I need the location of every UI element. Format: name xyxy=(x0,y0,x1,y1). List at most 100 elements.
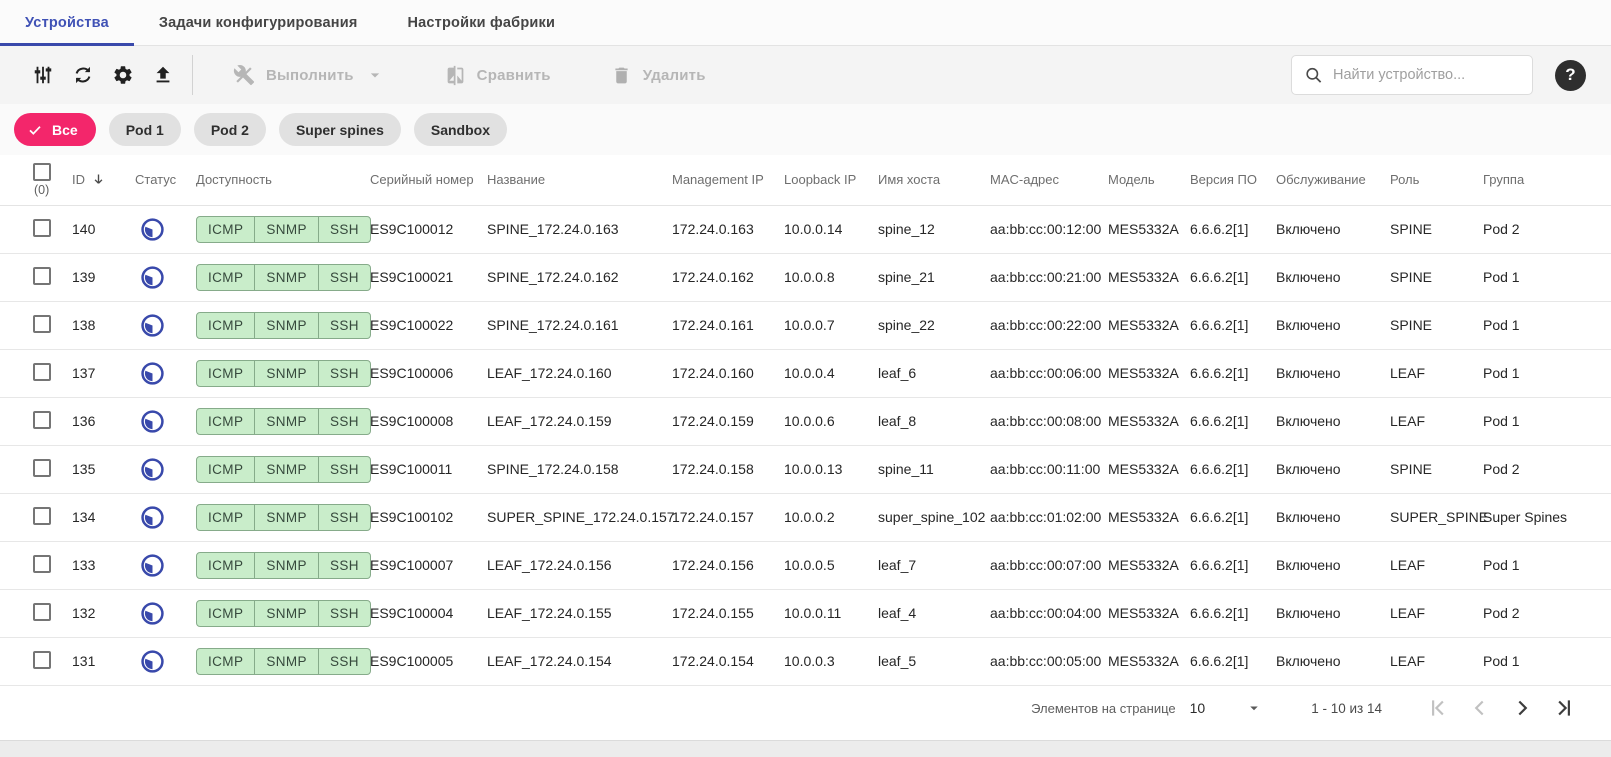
table-row[interactable]: 138 ICMP SNMP SSH ES9C100022 SPINE_172.24.… xyxy=(0,301,1611,350)
tune-filter-button[interactable] xyxy=(24,56,62,94)
row-checkbox[interactable] xyxy=(33,650,51,669)
row-checkbox[interactable] xyxy=(33,218,51,237)
cell-hostname: super_spine_102 xyxy=(878,493,990,542)
row-checkbox[interactable] xyxy=(33,602,51,621)
cell-mac: aa:bb:cc:00:12:00 xyxy=(990,205,1108,254)
cell-loopback-ip: 10.0.0.3 xyxy=(784,637,878,686)
cell-id: 133 xyxy=(72,541,135,590)
cell-role: LEAF xyxy=(1390,589,1483,638)
availability-badge: ICMP xyxy=(197,648,256,674)
cell-loopback-ip: 10.0.0.14 xyxy=(784,205,878,254)
chevron-down-icon xyxy=(1250,706,1258,711)
table-row[interactable]: 137 ICMP SNMP SSH ES9C100006 LEAF_172.24.0… xyxy=(0,349,1611,398)
column-header-loopback-ip[interactable]: Loopback IP xyxy=(784,155,878,206)
chip-all[interactable]: Все xyxy=(14,113,96,146)
items-per-page-select[interactable]: 10 xyxy=(1190,699,1264,717)
column-header-hostname[interactable]: Имя хоста xyxy=(878,155,990,206)
availability-badge: SNMP xyxy=(255,216,319,242)
pagination-bar: Элементов на странице 10 1 - 10 из 14 xyxy=(0,685,1611,731)
table-row[interactable]: 139 ICMP SNMP SSH ES9C100021 SPINE_172.24.… xyxy=(0,253,1611,302)
help-button[interactable]: ? xyxy=(1555,59,1586,91)
cell-id: 140 xyxy=(72,205,135,254)
cell-id: 131 xyxy=(72,637,135,686)
availability-badge: SSH xyxy=(329,509,359,525)
cell-group: Pod 1 xyxy=(1483,637,1611,686)
cell-model: MES5332A xyxy=(1108,301,1190,350)
column-header-management-ip[interactable]: Management IP xyxy=(672,155,784,206)
table-row[interactable]: 132 ICMP SNMP SSH ES9C100004 LEAF_172.24.0… xyxy=(0,589,1611,638)
cell-role: LEAF xyxy=(1390,397,1483,446)
prev-page-button[interactable] xyxy=(1466,695,1493,722)
table-row[interactable]: 134 ICMP SNMP SSH ES9C100102 SUPER_SPINE_1… xyxy=(0,493,1611,542)
cell-hostname: leaf_7 xyxy=(878,541,990,590)
column-header-model[interactable]: Модель xyxy=(1108,155,1190,206)
table-row[interactable]: 131 ICMP SNMP SSH ES9C100005 LEAF_172.24.0… xyxy=(0,637,1611,686)
cell-maintenance: Включено xyxy=(1276,589,1390,638)
column-header-fw-version[interactable]: Версия ПО xyxy=(1190,155,1276,206)
cell-mac: aa:bb:cc:00:08:00 xyxy=(990,397,1108,446)
cell-role: LEAF xyxy=(1390,637,1483,686)
chip-pod-1[interactable]: Pod 1 xyxy=(108,113,181,146)
execute-button[interactable]: Выполнить xyxy=(233,64,385,86)
column-header-mac[interactable]: MAC-адрес xyxy=(990,155,1108,206)
row-checkbox[interactable] xyxy=(33,362,51,381)
cell-fw-version: 6.6.6.2[1] xyxy=(1190,205,1276,254)
search-input[interactable] xyxy=(1333,67,1520,83)
table-row[interactable]: 135 ICMP SNMP SSH ES9C100011 SPINE_172.24.… xyxy=(0,445,1611,494)
cell-model: MES5332A xyxy=(1108,397,1190,446)
chip-pod-2[interactable]: Pod 2 xyxy=(193,113,266,146)
row-checkbox[interactable] xyxy=(33,410,51,429)
column-header-group[interactable]: Группа xyxy=(1483,155,1611,206)
availability-badge: SNMP xyxy=(255,552,319,578)
cell-maintenance: Включено xyxy=(1276,637,1390,686)
chevron-left-icon xyxy=(1474,700,1483,716)
column-header-maintenance[interactable]: Обслуживание xyxy=(1276,155,1390,206)
cell-fw-version: 6.6.6.2[1] xyxy=(1190,253,1276,302)
column-header-id[interactable]: ID xyxy=(72,155,135,206)
tab-devices[interactable]: Устройства xyxy=(0,0,134,46)
cell-name: SPINE_172.24.0.161 xyxy=(487,301,672,350)
cell-hostname: spine_21 xyxy=(878,253,990,302)
row-checkbox[interactable] xyxy=(33,458,51,477)
row-checkbox[interactable] xyxy=(33,554,51,573)
column-header-serial[interactable]: Серийный номер xyxy=(370,155,487,206)
availability-badge: SNMP xyxy=(255,360,319,386)
settings-button[interactable] xyxy=(104,56,142,94)
cell-group: Pod 1 xyxy=(1483,253,1611,302)
table-row[interactable]: 133 ICMP SNMP SSH ES9C100007 LEAF_172.24.0… xyxy=(0,541,1611,590)
column-header-role[interactable]: Роль xyxy=(1390,155,1483,206)
cell-availability: ICMP SNMP SSH xyxy=(196,205,371,254)
last-page-icon xyxy=(1557,700,1570,716)
row-checkbox[interactable] xyxy=(33,314,51,333)
last-page-button[interactable] xyxy=(1550,695,1577,722)
filter-chips: Все Pod 1 Pod 2 Super spines Sandbox xyxy=(0,104,1611,155)
refresh-button[interactable] xyxy=(64,56,102,94)
cell-mac: aa:bb:cc:00:06:00 xyxy=(990,349,1108,398)
column-header-availability[interactable]: Доступность xyxy=(196,155,370,206)
upload-button[interactable] xyxy=(144,56,182,94)
first-page-button[interactable] xyxy=(1424,695,1451,722)
column-header-status[interactable]: Статус xyxy=(135,155,196,206)
row-checkbox[interactable] xyxy=(33,506,51,525)
chip-super-spines[interactable]: Super spines xyxy=(278,113,401,146)
next-page-button[interactable] xyxy=(1508,695,1535,722)
column-header-name[interactable]: Название xyxy=(487,155,672,206)
tab-config-tasks[interactable]: Задачи конфигурирования xyxy=(134,0,383,45)
compare-button[interactable]: Сравнить xyxy=(445,65,551,86)
cell-role: SPINE xyxy=(1390,301,1483,350)
row-checkbox[interactable] xyxy=(33,266,51,285)
cell-role: SPINE xyxy=(1390,205,1483,254)
tab-label: Настройки фабрики xyxy=(407,14,556,31)
chip-label: Pod 1 xyxy=(125,121,164,138)
tab-factory-settings[interactable]: Настройки фабрики xyxy=(382,0,580,45)
table-row[interactable]: 136 ICMP SNMP SSH ES9C100008 LEAF_172.24.0… xyxy=(0,397,1611,446)
table-row[interactable]: 140 ICMP SNMP SSH ES9C100012 SPINE_172.24.… xyxy=(0,205,1611,254)
cell-fw-version: 6.6.6.2[1] xyxy=(1190,493,1276,542)
delete-button[interactable]: Удалить xyxy=(611,65,706,86)
cell-management-ip: 172.24.0.154 xyxy=(672,637,784,686)
tools-icon xyxy=(233,65,255,86)
chip-sandbox[interactable]: Sandbox xyxy=(413,113,507,146)
select-all-checkbox[interactable] xyxy=(33,162,51,181)
availability-badge: SNMP xyxy=(255,312,319,338)
cell-role: SPINE xyxy=(1390,253,1483,302)
